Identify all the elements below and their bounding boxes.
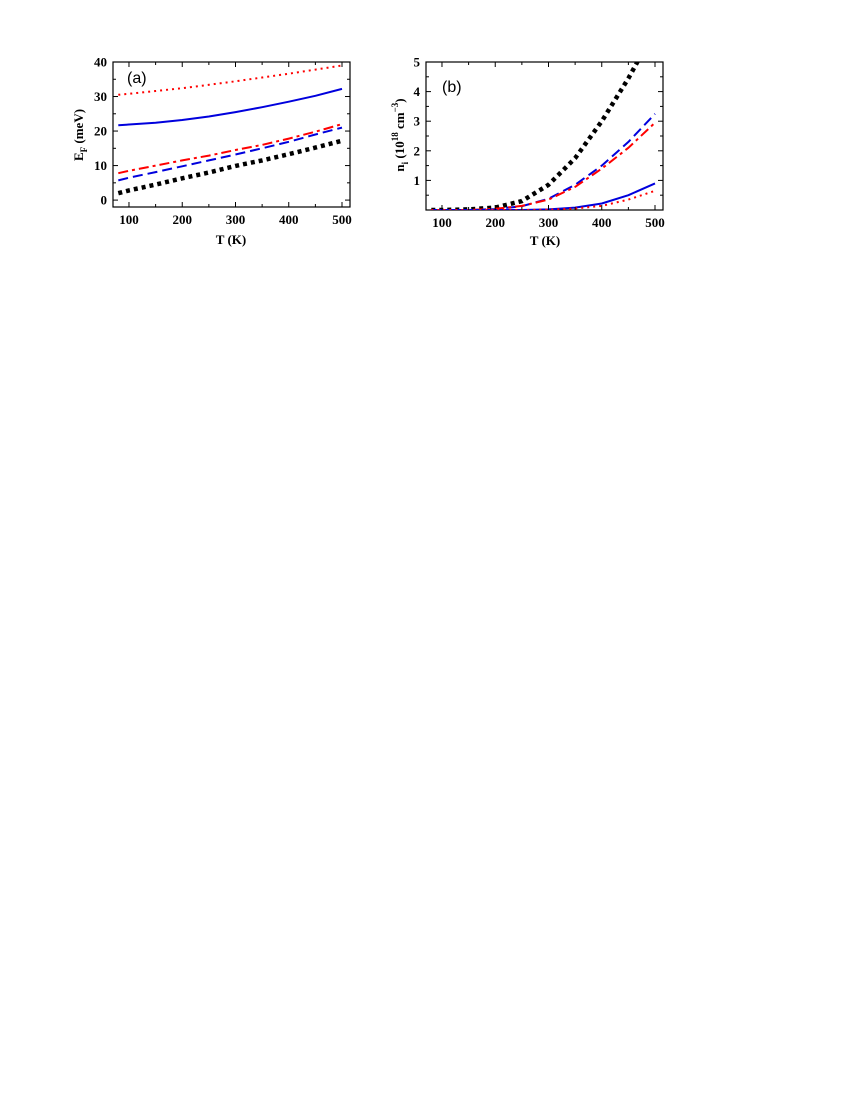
y-tick-label: 1 (414, 173, 421, 188)
panel-a-frame (112, 61, 351, 208)
y-tick-label: 4 (414, 84, 421, 99)
panel-a-xlabel: T (K) (216, 232, 246, 247)
panel-a-ylabel: EF (meV) (71, 109, 89, 161)
y-tick-label: 3 (414, 114, 421, 129)
y-tick-label: 2 (414, 143, 421, 158)
y-tick-label: 30 (94, 89, 107, 104)
panel-a-label: (a) (127, 70, 147, 87)
series-4-line (118, 126, 343, 182)
y-tick-label: 20 (94, 124, 107, 139)
series-1-line (431, 62, 640, 210)
x-tick-label: 300 (226, 212, 246, 227)
panel-a-series (117, 64, 343, 196)
y-tick-label: 40 (94, 55, 107, 70)
panel-b-ticks: 100 200 300 400 500 1 2 3 4 5 (414, 55, 665, 231)
y-tick-label: 10 (94, 158, 107, 173)
x-tick-label: 300 (539, 215, 559, 230)
panel-b-ylabel: ni (1018 cm−3) (390, 98, 410, 171)
panel-b-series (431, 62, 656, 210)
panel-a: 100 200 300 400 500 0 10 20 30 40 (a) T (K) EF (m… (71, 55, 352, 248)
series-5-line (117, 138, 343, 196)
series-3-line (118, 123, 343, 175)
panel-b-label: (b) (442, 79, 462, 96)
series-2-line (431, 113, 656, 210)
x-tick-label: 400 (592, 215, 612, 230)
x-tick-label: 500 (645, 215, 665, 230)
x-tick-label: 200 (172, 212, 192, 227)
x-tick-label: 100 (119, 212, 139, 227)
series-1-line (118, 64, 343, 96)
x-tick-label: 500 (332, 212, 352, 227)
panel-a-ticks: 100 200 300 400 500 0 10 20 30 40 (94, 55, 352, 228)
x-tick-label: 400 (279, 212, 299, 227)
x-tick-label: 100 (432, 215, 452, 230)
figure: 100 200 300 400 500 0 10 20 30 40 (a) T (K) EF (m… (71, 55, 665, 249)
x-tick-label: 200 (485, 215, 505, 230)
series-2-line (118, 87, 343, 127)
series-4-line (431, 182, 656, 210)
panel-b-xlabel: T (K) (530, 233, 560, 248)
panel-b: 100 200 300 400 500 1 2 3 4 5 (b) T (K) ni (1018 … (390, 55, 665, 249)
y-tick-label: 5 (414, 55, 421, 70)
y-tick-label: 0 (101, 193, 108, 208)
